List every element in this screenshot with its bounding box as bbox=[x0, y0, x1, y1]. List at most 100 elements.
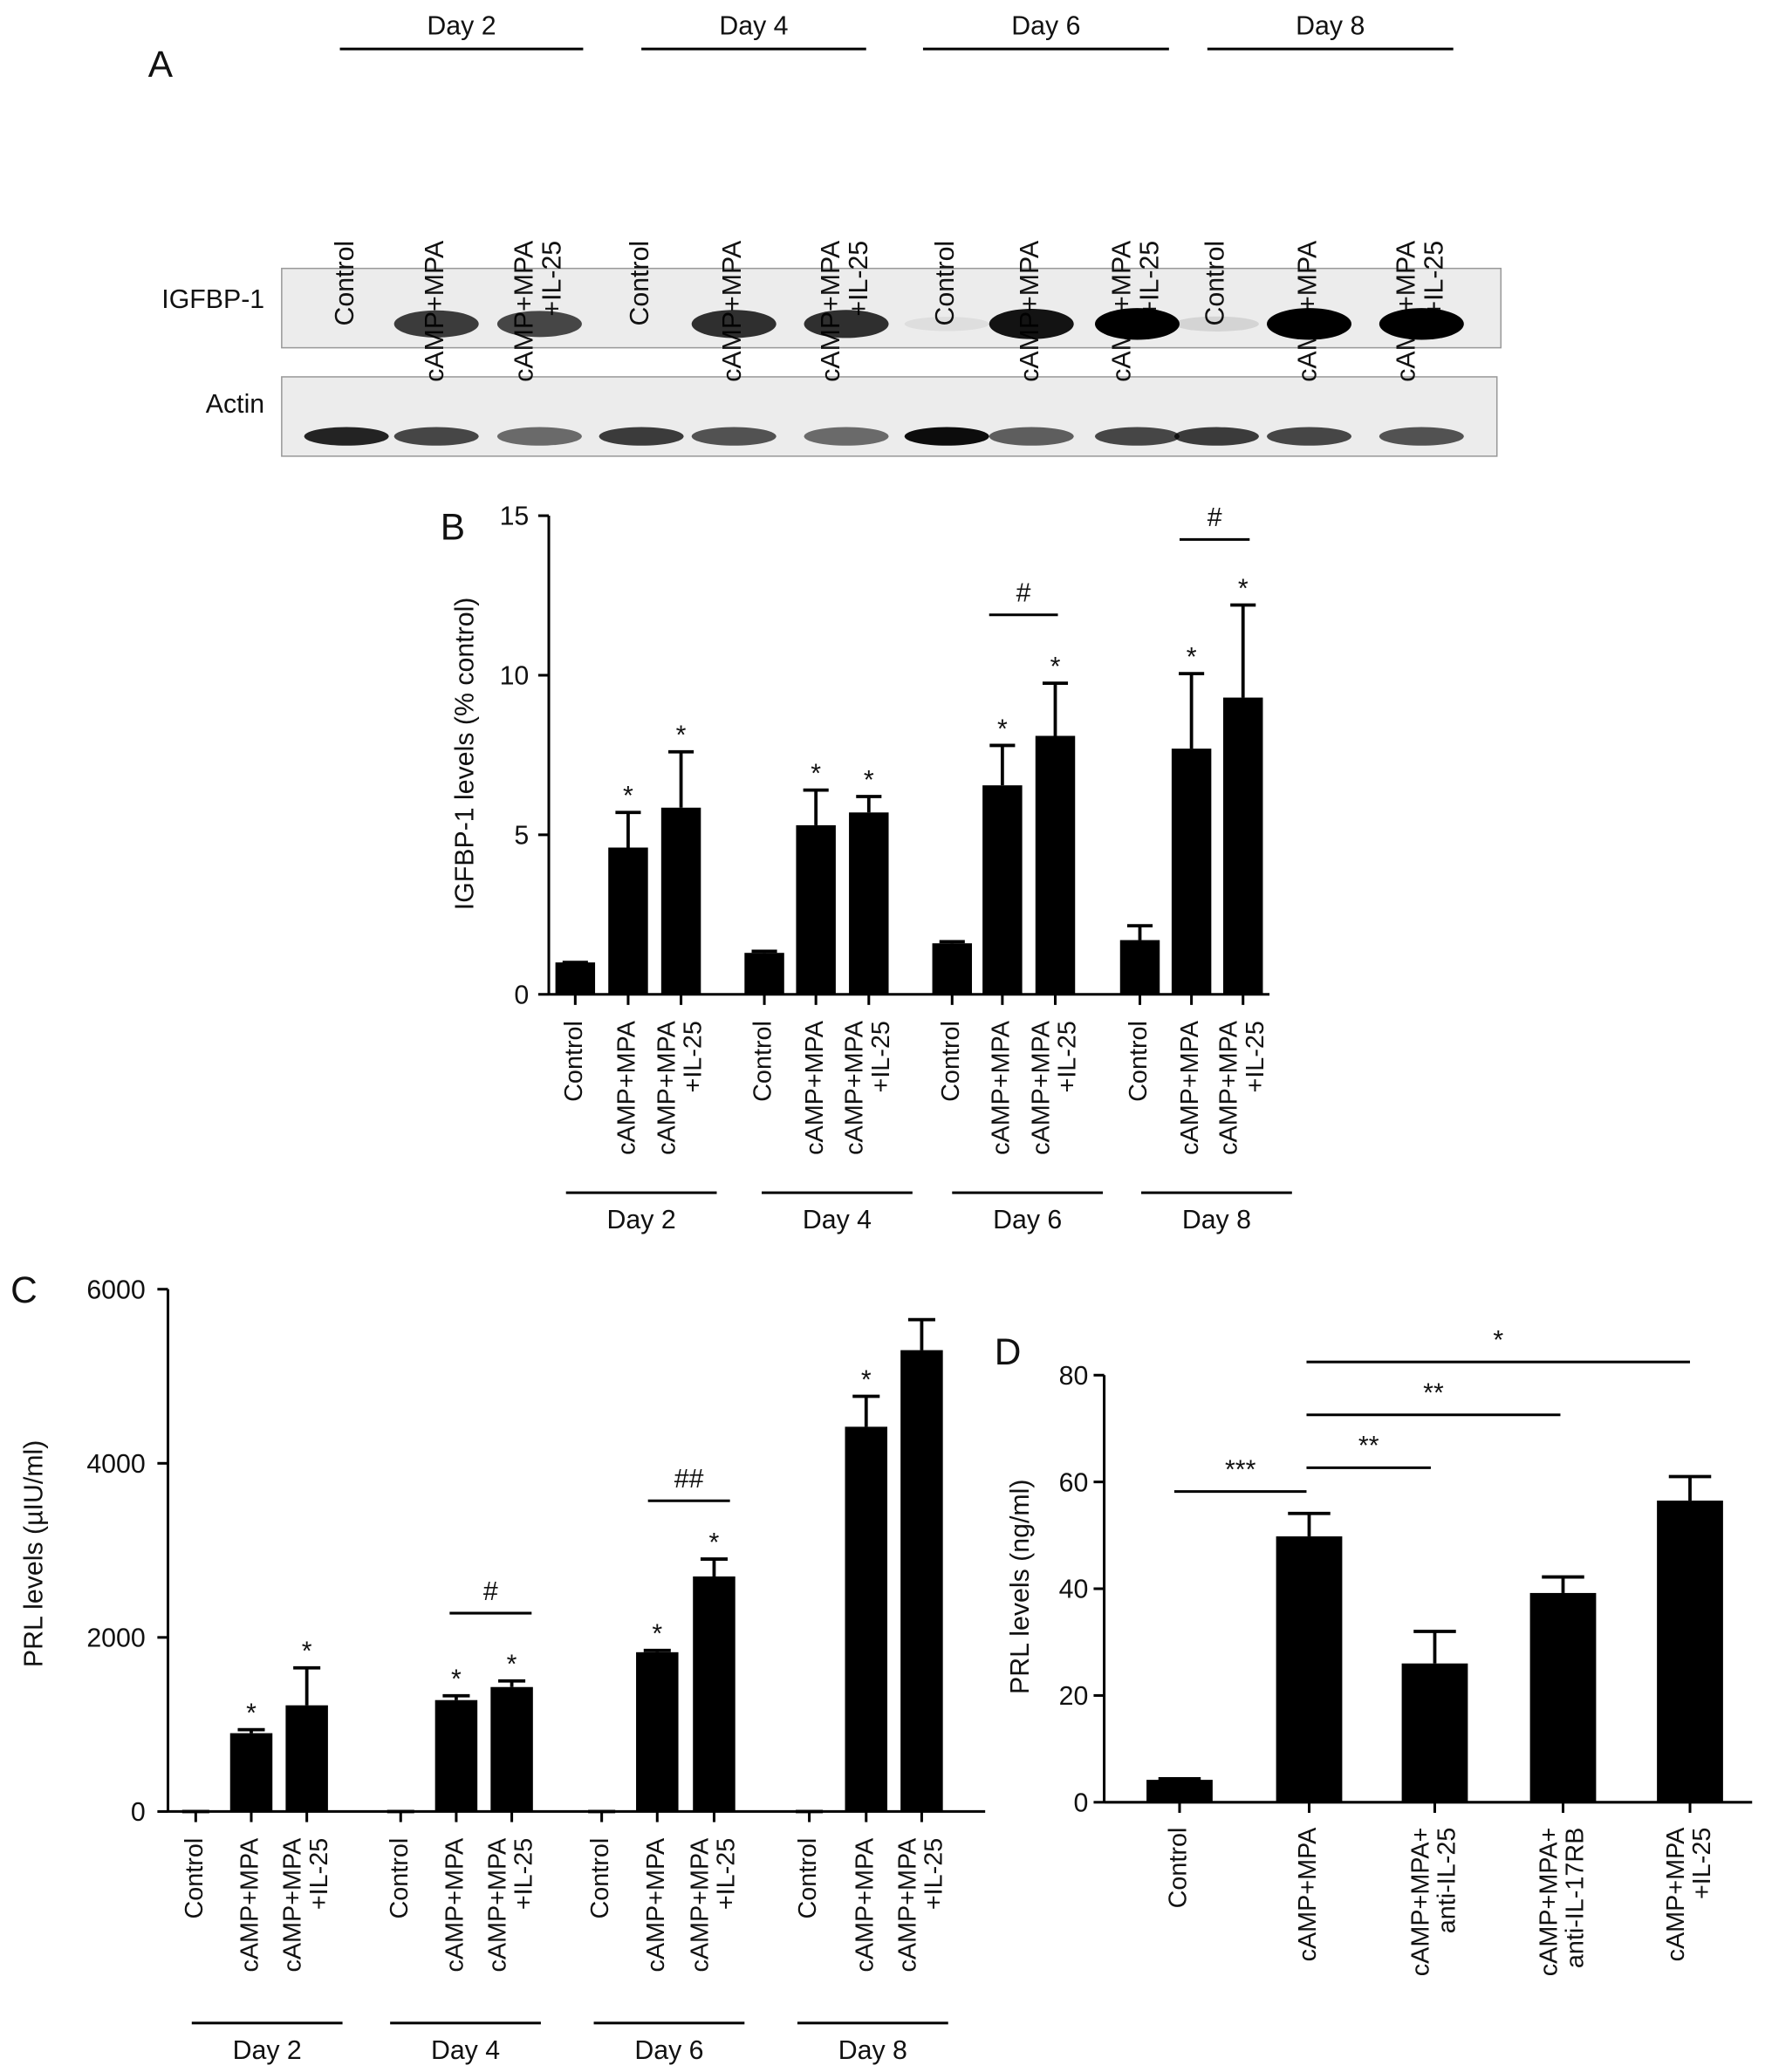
y-tick-label: 40 bbox=[1059, 1576, 1089, 1604]
label-group: cAMP+MPA+IL-25 bbox=[840, 1020, 894, 1155]
bar bbox=[1146, 1780, 1213, 1802]
blot-band bbox=[804, 427, 889, 446]
data-label: * bbox=[1187, 643, 1197, 672]
label-group: Control bbox=[181, 1838, 209, 1919]
bar bbox=[1222, 697, 1263, 995]
label-group: cAMP+MPA+IL-25 bbox=[1108, 240, 1165, 382]
annotation: ** bbox=[1358, 1432, 1379, 1460]
bar bbox=[636, 1651, 679, 1812]
y-tick-label: 5 bbox=[514, 821, 529, 850]
annotation: # bbox=[1016, 579, 1031, 608]
label-group: cAMP+MPA bbox=[987, 1020, 1015, 1155]
group-label: Day 6 bbox=[993, 1206, 1062, 1234]
label-group: cAMP+MPA bbox=[1294, 1827, 1322, 1962]
blot-row-label: Actin bbox=[206, 390, 264, 419]
y-tick-label: 80 bbox=[1059, 1362, 1089, 1391]
y-axis-label: PRL levels (ng/ml) bbox=[1006, 1480, 1035, 1694]
x-tick-label: Control bbox=[1125, 1021, 1153, 1102]
bar bbox=[982, 785, 1023, 995]
label-group: cAMP+MPA+IL-25 bbox=[653, 1020, 707, 1155]
x-tick-label: Control bbox=[560, 1021, 588, 1102]
annotation: ## bbox=[674, 1465, 704, 1494]
x-tick-label: cAMP+MPA+IL-25 bbox=[1108, 240, 1165, 382]
panel-label: B bbox=[441, 506, 465, 547]
annotation: * bbox=[1493, 1326, 1503, 1355]
day-label: Day 6 bbox=[1011, 11, 1080, 40]
label-group: Control bbox=[560, 1021, 588, 1102]
panel-label: C bbox=[10, 1269, 38, 1310]
blot-row-label: IGFBP-1 bbox=[161, 285, 264, 314]
bar bbox=[660, 807, 701, 995]
bar bbox=[1401, 1663, 1468, 1802]
bar bbox=[845, 1426, 888, 1812]
blot-band bbox=[691, 310, 777, 338]
blot-band bbox=[1173, 316, 1259, 332]
annotation: *** bbox=[1225, 1455, 1256, 1484]
label-group: cAMP+MPA+IL-25 bbox=[278, 1837, 332, 1973]
y-tick-label: 0 bbox=[1074, 1788, 1089, 1817]
x-tick-label: cAMP+MPA bbox=[613, 1020, 641, 1155]
x-tick-label: cAMP+MPA+IL-25 bbox=[510, 240, 566, 382]
x-tick-label: Control bbox=[749, 1021, 777, 1102]
x-tick-label: cAMP+MPA bbox=[851, 1837, 879, 1973]
x-tick-label: Control bbox=[1201, 241, 1229, 326]
data-label: * bbox=[507, 1651, 517, 1679]
label-group: Control bbox=[626, 241, 654, 326]
label-group: Control bbox=[1165, 1828, 1193, 1909]
group-label: Day 6 bbox=[634, 2036, 703, 2065]
x-tick-label: Control bbox=[386, 1838, 414, 1919]
x-tick-label: Control bbox=[1165, 1828, 1193, 1909]
data-label: * bbox=[652, 1620, 662, 1649]
x-tick-label: cAMP+MPA+IL-25 bbox=[1214, 1020, 1269, 1155]
x-tick-label: Control bbox=[931, 241, 960, 326]
blot-band bbox=[599, 427, 684, 446]
blot-band bbox=[904, 317, 989, 332]
bar bbox=[1276, 1536, 1343, 1802]
y-tick-label: 10 bbox=[500, 662, 530, 691]
x-tick-label: Control bbox=[626, 241, 654, 326]
bar bbox=[849, 812, 889, 995]
label-group: Control bbox=[749, 1021, 777, 1102]
data-label: * bbox=[997, 715, 1008, 743]
data-label: * bbox=[246, 1699, 257, 1728]
y-tick-label: 0 bbox=[514, 981, 529, 1009]
label-group: Control bbox=[937, 1021, 965, 1102]
label-group: Control bbox=[331, 241, 359, 326]
day-label: Day 2 bbox=[427, 11, 496, 40]
bar bbox=[693, 1576, 735, 1812]
y-tick-label: 6000 bbox=[86, 1275, 145, 1304]
label-group: Control bbox=[931, 241, 960, 326]
x-tick-label: Control bbox=[586, 1838, 614, 1919]
y-tick-label: 4000 bbox=[86, 1450, 145, 1479]
y-label-group: IGFBP-1 levels (% control) bbox=[451, 598, 480, 911]
bar bbox=[1657, 1501, 1723, 1802]
label-group: Control bbox=[586, 1838, 614, 1919]
bar bbox=[1529, 1592, 1597, 1802]
label-group: cAMP+MPA bbox=[613, 1020, 641, 1155]
label-group: Control bbox=[386, 1838, 414, 1919]
x-tick-label: cAMP+MPA bbox=[987, 1020, 1015, 1155]
group-label: Day 4 bbox=[431, 2036, 500, 2065]
label-group: Control bbox=[1125, 1021, 1153, 1102]
bar bbox=[229, 1733, 273, 1812]
y-axis-label: IGFBP-1 levels (% control) bbox=[451, 598, 480, 911]
label-group: cAMP+MPA bbox=[1176, 1020, 1204, 1155]
x-tick-label: cAMP+MPA+IL-25 bbox=[1027, 1020, 1081, 1155]
bar bbox=[744, 953, 784, 995]
label-group: cAMP+MPA bbox=[642, 1837, 670, 1973]
label-group: cAMP+MPA bbox=[236, 1837, 264, 1973]
blot-band bbox=[1094, 427, 1180, 446]
bar bbox=[555, 962, 596, 995]
blot-band bbox=[1267, 427, 1352, 446]
data-label: * bbox=[623, 782, 633, 810]
bar bbox=[796, 824, 836, 995]
bar bbox=[932, 943, 973, 995]
data-label: * bbox=[861, 1365, 872, 1394]
data-label: * bbox=[451, 1665, 462, 1694]
blot-band bbox=[1379, 308, 1464, 340]
label-group: Control bbox=[794, 1838, 822, 1919]
y-tick-label: 20 bbox=[1059, 1682, 1089, 1711]
blot-band bbox=[1173, 427, 1259, 446]
y-tick-label: 15 bbox=[500, 503, 530, 531]
x-tick-label: cAMP+MPA+anti-IL-25 bbox=[1406, 1828, 1461, 1977]
